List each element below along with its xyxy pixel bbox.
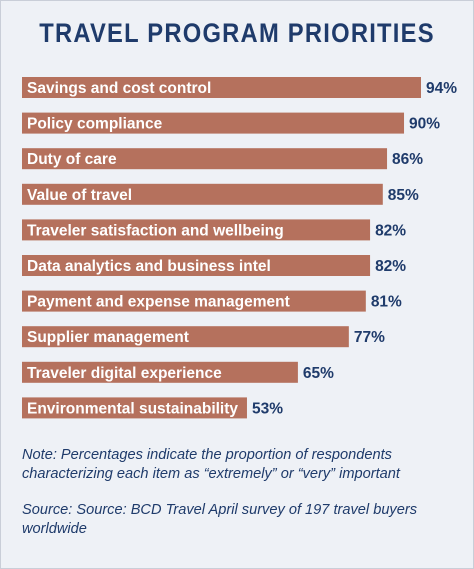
category-label-4: Value of travel [27, 187, 132, 204]
category-label-6: Data analytics and business intel [27, 258, 271, 275]
category-label-7: Payment and expense management [27, 294, 290, 311]
bar-4 [22, 183, 383, 205]
category-label-3: Duty of care [27, 151, 117, 168]
bar-10 [22, 397, 247, 419]
value-label-3: 86% [392, 151, 423, 168]
category-label-10: Environmental sustainability [27, 400, 238, 417]
category-label-8: Supplier management [27, 329, 189, 346]
value-label-1: 94% [426, 80, 457, 97]
category-label-2: Policy compliance [27, 116, 163, 133]
bar-7 [22, 290, 366, 312]
bar-2 [22, 112, 405, 134]
value-label-4: 85% [388, 187, 419, 204]
value-label-2: 90% [409, 116, 440, 133]
value-label-7: 81% [371, 294, 402, 311]
value-label-6: 82% [375, 258, 406, 275]
value-label-9: 65% [303, 365, 334, 382]
category-label-1: Savings and cost control [27, 80, 211, 97]
bar-5 [22, 219, 371, 241]
bar-1 [22, 77, 421, 98]
chart-title: TRAVEL PROGRAM PRIORITIES [39, 18, 435, 48]
bar-6 [22, 255, 371, 276]
bar-8 [22, 326, 349, 348]
category-label-5: Traveler satisfaction and wellbeing [27, 222, 284, 239]
value-label-10: 53% [252, 400, 283, 417]
chart-source: Source: Source: BCD Travel April survey … [22, 502, 417, 537]
category-label-9: Traveler digital experience [27, 365, 222, 382]
bar-3 [22, 148, 388, 170]
value-label-8: 77% [354, 329, 385, 346]
value-label-5: 82% [375, 222, 406, 239]
chart-note: Note: Percentages indicate the proportio… [22, 447, 400, 482]
bar-9 [22, 361, 298, 383]
